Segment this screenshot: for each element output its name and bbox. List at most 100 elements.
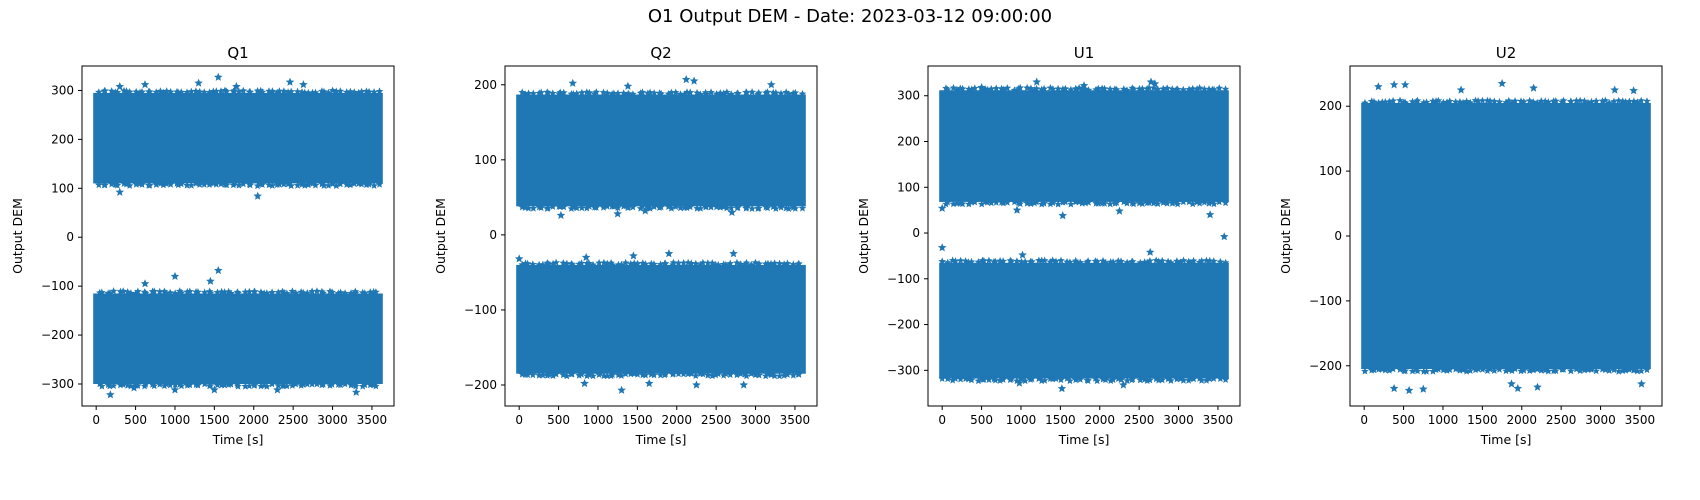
data-point	[1136, 258, 1145, 266]
data-point	[1093, 376, 1101, 385]
data-point	[549, 202, 557, 210]
data-point	[610, 89, 618, 97]
data-point	[983, 198, 991, 206]
data-point	[722, 260, 730, 269]
data-point	[687, 259, 696, 267]
x-tick-label: 0	[1360, 413, 1368, 427]
data-point	[726, 259, 734, 267]
data-point	[1601, 365, 1610, 374]
data-point	[1035, 374, 1043, 382]
data-point	[1432, 97, 1440, 105]
data-point	[664, 202, 673, 210]
data-point	[1439, 366, 1448, 374]
data-point	[1202, 376, 1211, 384]
data-point	[1385, 97, 1394, 105]
data-point	[320, 87, 328, 95]
x-tick-label: 2000	[1084, 413, 1115, 427]
data-point	[727, 90, 735, 98]
data-point	[693, 88, 701, 97]
data-point	[370, 88, 378, 96]
data-point	[1054, 200, 1062, 208]
data-point	[326, 381, 334, 389]
data-point	[767, 259, 775, 268]
data-point	[795, 259, 803, 267]
subplot-title: U2	[1496, 44, 1517, 62]
data-point	[1006, 256, 1015, 264]
data-point	[667, 204, 676, 212]
data-point	[280, 180, 288, 188]
data-point	[795, 370, 803, 378]
data-point	[1584, 98, 1592, 107]
data-point	[999, 199, 1008, 207]
data-point	[1378, 98, 1387, 106]
data-point	[977, 200, 986, 208]
data-point	[1167, 376, 1175, 384]
data-point	[1072, 258, 1081, 266]
data-point	[235, 181, 243, 189]
data-point	[241, 382, 250, 390]
data-point	[311, 181, 320, 189]
y-tick-label: −200	[41, 328, 74, 342]
data-point	[621, 258, 630, 267]
data-point	[1186, 258, 1194, 266]
x-tick-label: 3000	[740, 413, 771, 427]
subplot-q1: 0 500 1000 1500 2000 2500 3000 3500 −300 −200 −100…	[0, 0, 425, 500]
data-point	[1511, 97, 1519, 105]
data-point	[1173, 200, 1182, 208]
data-point	[283, 289, 291, 297]
data-point	[712, 203, 721, 211]
data-point	[1057, 375, 1065, 384]
data-point	[162, 380, 170, 388]
data-point	[679, 259, 688, 267]
data-point	[667, 88, 676, 96]
data-point	[726, 370, 734, 378]
data-point	[299, 288, 307, 296]
data-point	[166, 381, 174, 389]
data-point	[342, 88, 351, 96]
data-point	[1084, 376, 1092, 384]
data-point	[585, 202, 594, 210]
data-point	[619, 89, 628, 97]
data-point	[146, 181, 154, 189]
data-point	[1046, 258, 1055, 266]
outlier-point	[1374, 82, 1383, 91]
data-point	[761, 372, 770, 380]
data-point	[375, 87, 384, 95]
x-tick-label: 1000	[160, 413, 191, 427]
subplot-u2: 0 500 1000 1500 2000 2500 3000 3500 −200 −100 0 100…	[1268, 0, 1693, 500]
x-axis-label: Time [s]	[212, 432, 264, 447]
data-point	[187, 181, 196, 189]
data-point	[578, 204, 586, 212]
outlier-point	[1529, 83, 1538, 92]
data-point	[783, 259, 792, 267]
data-point	[545, 260, 553, 268]
y-tick-label: 100	[1319, 164, 1342, 178]
data-point	[260, 289, 268, 297]
data-point	[1490, 97, 1499, 105]
data-point	[719, 203, 728, 211]
data-point	[1046, 200, 1055, 208]
x-tick-label: 3500	[1625, 413, 1656, 427]
data-point	[712, 371, 720, 379]
data-point	[992, 198, 1000, 206]
scatter-plot-u2: 0 500 1000 1500 2000 2500 3000 3500 −200 −100 0 100…	[1278, 44, 1663, 447]
data-point	[614, 203, 622, 211]
data-point	[268, 87, 277, 95]
data-point	[595, 258, 603, 267]
data-point	[109, 381, 118, 389]
data-point	[1576, 366, 1584, 374]
data-point	[336, 87, 345, 95]
x-tick-label: 500	[124, 413, 147, 427]
data-point	[523, 370, 532, 378]
data-point	[1195, 374, 1204, 382]
data-point	[177, 288, 186, 297]
data-point	[332, 87, 341, 95]
data-point	[352, 288, 360, 297]
data-point	[1559, 96, 1568, 104]
data-point	[213, 381, 222, 389]
data-point	[1030, 86, 1039, 94]
data-point	[1106, 85, 1114, 93]
data-point	[583, 204, 591, 212]
data-point	[518, 260, 526, 268]
x-tick-label: 2500	[278, 413, 309, 427]
